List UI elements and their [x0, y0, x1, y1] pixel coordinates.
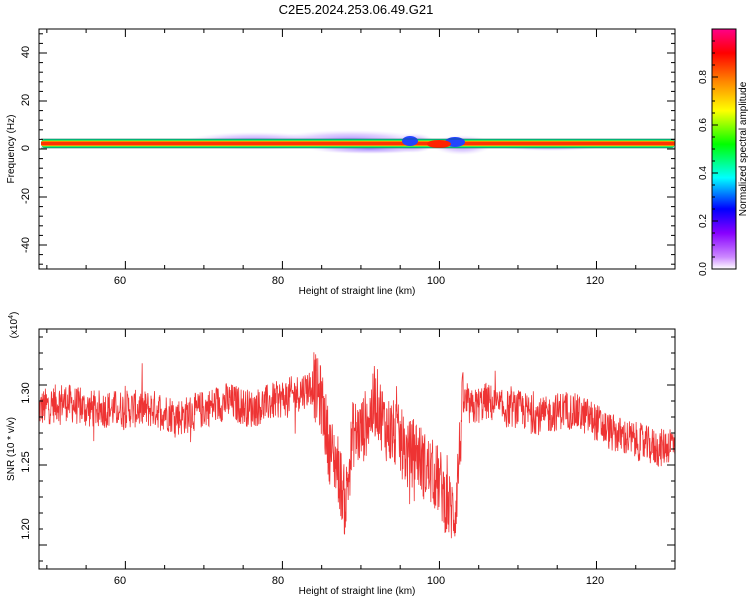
- colorbar-tick-label: 0.6: [698, 118, 709, 132]
- colorbar-tick-label: 0.0: [698, 262, 709, 276]
- heatmap-field: [41, 130, 675, 155]
- ytick-label: 20: [20, 94, 32, 106]
- snr-xtick-labels: 60 80 100 120: [114, 575, 604, 587]
- colorbar-tick-label: 0.8: [698, 70, 709, 84]
- xtick-label: 120: [586, 575, 604, 587]
- heatmap-panel: 60 80 100 120 -40 -20 0 20 40 Height of …: [6, 28, 676, 297]
- colorbar-gradient: [711, 28, 737, 270]
- snr-plot-area: [39, 329, 675, 569]
- heatmap-ylabel: Frequency (Hz): [6, 115, 17, 184]
- snr-series-line: [39, 352, 675, 539]
- ytick-label: 1.20: [20, 518, 32, 539]
- multiplier-exp: 4: [8, 315, 15, 319]
- ytick-label: 0: [20, 145, 32, 151]
- ytick-label: 40: [20, 46, 32, 58]
- xtick-label: 80: [272, 575, 284, 587]
- multiplier-close: ): [9, 312, 20, 315]
- heatmap-xlabel: Height of straight line (km): [299, 286, 416, 297]
- colorbar-tick-label: 0.2: [698, 214, 709, 228]
- dip-blob-left: [402, 136, 418, 146]
- ytick-label: -20: [20, 188, 32, 204]
- xtick-label: 80: [272, 275, 284, 287]
- snr-ytick-labels: 1.20 1.25 1.30: [20, 382, 32, 539]
- multiplier-base: (x10: [9, 318, 20, 338]
- heatmap-ytick-labels: -40 -20 0 20 40: [20, 46, 32, 253]
- main-band-peak: [41, 142, 675, 145]
- xtick-label: 100: [427, 275, 445, 287]
- colorbar-ticks: [712, 28, 718, 270]
- snr-ticks: [39, 329, 676, 569]
- snr-panel: 60 80 100 120 1.20 1.25 1.30 (x104) Heig…: [6, 312, 676, 597]
- colorbar-tick-label: 0.4: [698, 166, 709, 180]
- heatmap-ticks: [39, 29, 676, 269]
- heatmap-xtick-labels: 60 80 100 120: [114, 275, 604, 287]
- xtick-label: 100: [427, 575, 445, 587]
- gap-blob: [427, 140, 451, 148]
- xtick-label: 60: [114, 275, 126, 287]
- colorbar: 0.0 0.2 0.4 0.6 0.8 Normalized spectral …: [698, 28, 749, 276]
- xtick-label: 60: [114, 575, 126, 587]
- snr-xlabel: Height of straight line (km): [299, 586, 416, 597]
- ytick-label: 1.30: [20, 382, 32, 403]
- snr-ylabel: SNR (10 * v/v): [6, 417, 17, 481]
- ytick-label: 1.25: [20, 451, 32, 472]
- chart-title: C2E5.2024.253.06.49.G21: [279, 2, 434, 17]
- snr-multiplier: (x104): [8, 312, 20, 339]
- xtick-label: 120: [586, 275, 604, 287]
- colorbar-label: Normalized spectral amplitude: [738, 81, 749, 216]
- ytick-label: -40: [20, 237, 32, 253]
